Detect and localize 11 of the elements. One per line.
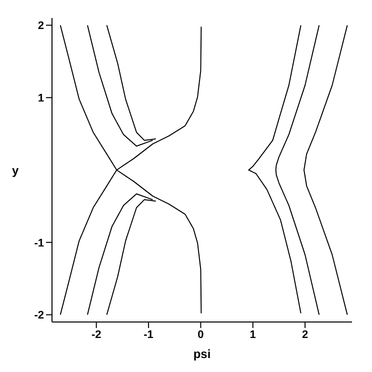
x-tick-label: -2: [91, 328, 102, 341]
x-axis-title: psi: [193, 347, 211, 361]
y-tick-label: -2: [34, 310, 44, 322]
x-tick-label: 0: [198, 328, 204, 341]
x-tick-label: -1: [144, 328, 154, 341]
y-tick-label: -1: [34, 237, 44, 250]
y-axis-title: y: [12, 163, 19, 178]
x-tick-label: 2: [302, 328, 308, 341]
y-tick-label: 2: [38, 20, 44, 32]
y-tick-label: 1: [38, 92, 44, 105]
x-tick-label: 1: [250, 328, 256, 341]
